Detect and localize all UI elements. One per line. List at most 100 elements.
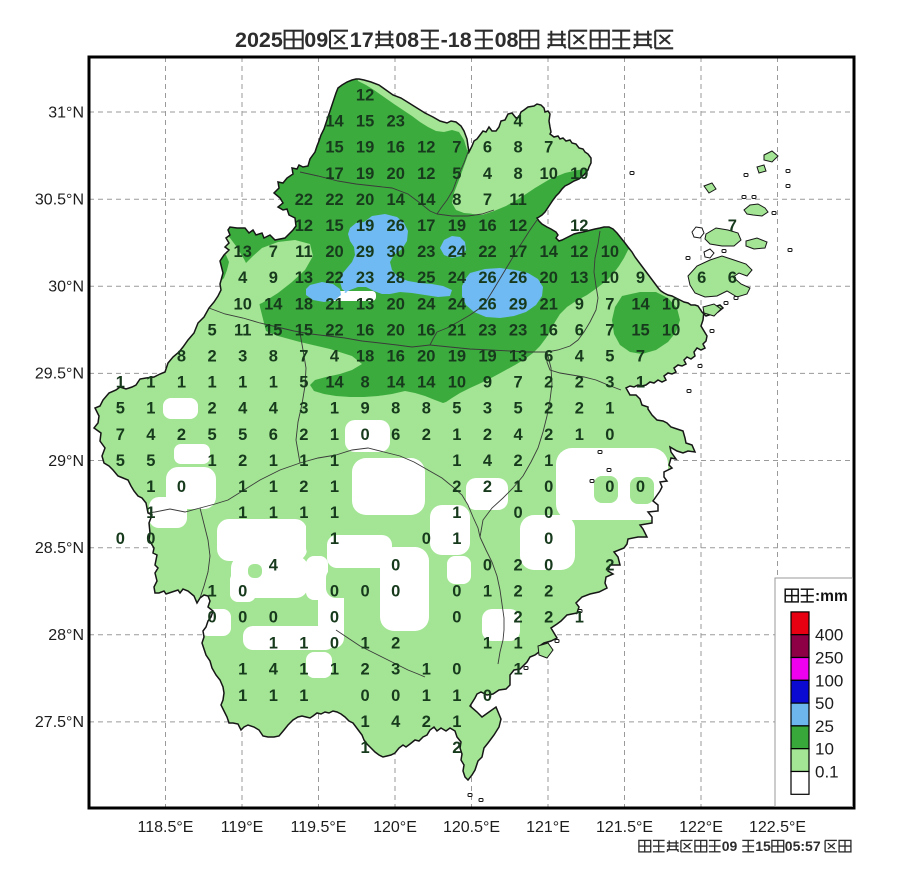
svg-text:1: 1 <box>330 452 339 470</box>
svg-text:7: 7 <box>452 139 461 157</box>
svg-text:4: 4 <box>269 400 279 418</box>
svg-text:1: 1 <box>177 374 186 392</box>
svg-text:13: 13 <box>356 295 374 313</box>
svg-text:4: 4 <box>483 452 493 470</box>
svg-text:1: 1 <box>452 530 461 548</box>
svg-text:5: 5 <box>605 348 614 366</box>
svg-text:21: 21 <box>325 295 343 313</box>
svg-text:5: 5 <box>238 426 247 444</box>
svg-text:118.5°E: 118.5°E <box>138 819 194 836</box>
svg-text:19: 19 <box>448 217 466 235</box>
svg-text:24: 24 <box>448 295 467 313</box>
svg-text:1: 1 <box>299 635 308 653</box>
svg-text:14: 14 <box>387 191 406 209</box>
svg-text:0: 0 <box>361 687 370 705</box>
svg-text:14: 14 <box>631 295 650 313</box>
svg-text:2: 2 <box>299 478 308 496</box>
svg-text:7: 7 <box>605 321 614 339</box>
svg-text:2: 2 <box>575 400 584 418</box>
svg-text:19: 19 <box>356 165 374 183</box>
svg-text:0: 0 <box>208 609 217 627</box>
svg-text:14: 14 <box>325 374 344 392</box>
svg-text:29.5°N: 29.5°N <box>35 366 84 383</box>
svg-text:2: 2 <box>208 348 217 366</box>
svg-text:120°E: 120°E <box>373 819 417 836</box>
svg-text:3: 3 <box>238 348 247 366</box>
svg-text:10: 10 <box>540 165 558 183</box>
svg-text:15: 15 <box>264 321 282 339</box>
svg-text:29: 29 <box>509 295 527 313</box>
svg-text:9: 9 <box>575 295 584 313</box>
svg-text:1: 1 <box>299 504 308 522</box>
svg-text:2: 2 <box>514 452 523 470</box>
svg-text:1: 1 <box>146 400 155 418</box>
svg-text:26: 26 <box>478 269 496 287</box>
svg-text:8: 8 <box>391 400 400 418</box>
svg-text:4: 4 <box>269 661 279 679</box>
svg-text:0: 0 <box>238 582 247 600</box>
svg-text:23: 23 <box>387 113 405 131</box>
svg-text:7: 7 <box>116 426 125 444</box>
svg-text:4: 4 <box>146 426 156 444</box>
svg-text:5: 5 <box>146 452 155 470</box>
svg-text:22: 22 <box>325 269 343 287</box>
svg-text:1: 1 <box>330 400 339 418</box>
svg-text:2: 2 <box>514 582 523 600</box>
svg-text:2: 2 <box>605 556 614 574</box>
svg-text:12: 12 <box>356 87 374 105</box>
svg-text:0: 0 <box>636 478 645 496</box>
svg-text:23: 23 <box>509 321 527 339</box>
svg-text:1: 1 <box>514 478 523 496</box>
svg-text:09: 09 <box>722 838 738 854</box>
svg-text:11: 11 <box>234 321 251 339</box>
svg-text:12: 12 <box>570 243 588 261</box>
svg-text:1: 1 <box>330 478 339 496</box>
svg-text:12: 12 <box>417 139 435 157</box>
svg-text:13: 13 <box>295 269 313 287</box>
svg-text:14: 14 <box>387 374 406 392</box>
svg-text:1: 1 <box>208 374 217 392</box>
svg-text:21: 21 <box>448 321 466 339</box>
svg-text:1: 1 <box>361 635 370 653</box>
svg-text:1: 1 <box>514 635 523 653</box>
svg-text:1: 1 <box>361 739 370 757</box>
svg-text:6: 6 <box>544 348 553 366</box>
svg-text:3: 3 <box>483 400 492 418</box>
svg-text:5: 5 <box>452 165 461 183</box>
svg-text:1: 1 <box>299 452 308 470</box>
svg-text:1: 1 <box>269 504 278 522</box>
svg-text:1: 1 <box>452 504 461 522</box>
svg-text:3: 3 <box>299 400 308 418</box>
svg-text:16: 16 <box>417 321 435 339</box>
svg-text:05:57: 05:57 <box>785 838 821 854</box>
svg-text:25: 25 <box>417 269 435 287</box>
svg-text:20: 20 <box>387 165 405 183</box>
svg-text:11: 11 <box>295 243 312 261</box>
svg-text:1: 1 <box>361 713 370 731</box>
svg-text:119°E: 119°E <box>221 819 264 836</box>
svg-text:2: 2 <box>575 374 584 392</box>
svg-text:4: 4 <box>238 269 248 287</box>
svg-text:3: 3 <box>605 374 614 392</box>
svg-text:1: 1 <box>422 687 431 705</box>
svg-text:2: 2 <box>208 400 217 418</box>
svg-text:0: 0 <box>544 478 553 496</box>
svg-text:2: 2 <box>483 478 492 496</box>
svg-text:5: 5 <box>208 321 217 339</box>
svg-text:12: 12 <box>570 217 588 235</box>
svg-text:0: 0 <box>605 478 614 496</box>
svg-text:18: 18 <box>295 295 313 313</box>
svg-text:1: 1 <box>452 452 461 470</box>
svg-text:7: 7 <box>636 348 645 366</box>
svg-text:4: 4 <box>238 400 248 418</box>
svg-text:0: 0 <box>238 609 247 627</box>
svg-text:24: 24 <box>448 269 467 287</box>
svg-text:6: 6 <box>728 269 737 287</box>
svg-text:2: 2 <box>238 452 247 470</box>
svg-text:0: 0 <box>391 556 400 574</box>
svg-text:8: 8 <box>177 348 186 366</box>
svg-text:12: 12 <box>509 217 527 235</box>
svg-text:12: 12 <box>417 165 435 183</box>
svg-text:2: 2 <box>452 478 461 496</box>
svg-text:7: 7 <box>299 348 308 366</box>
